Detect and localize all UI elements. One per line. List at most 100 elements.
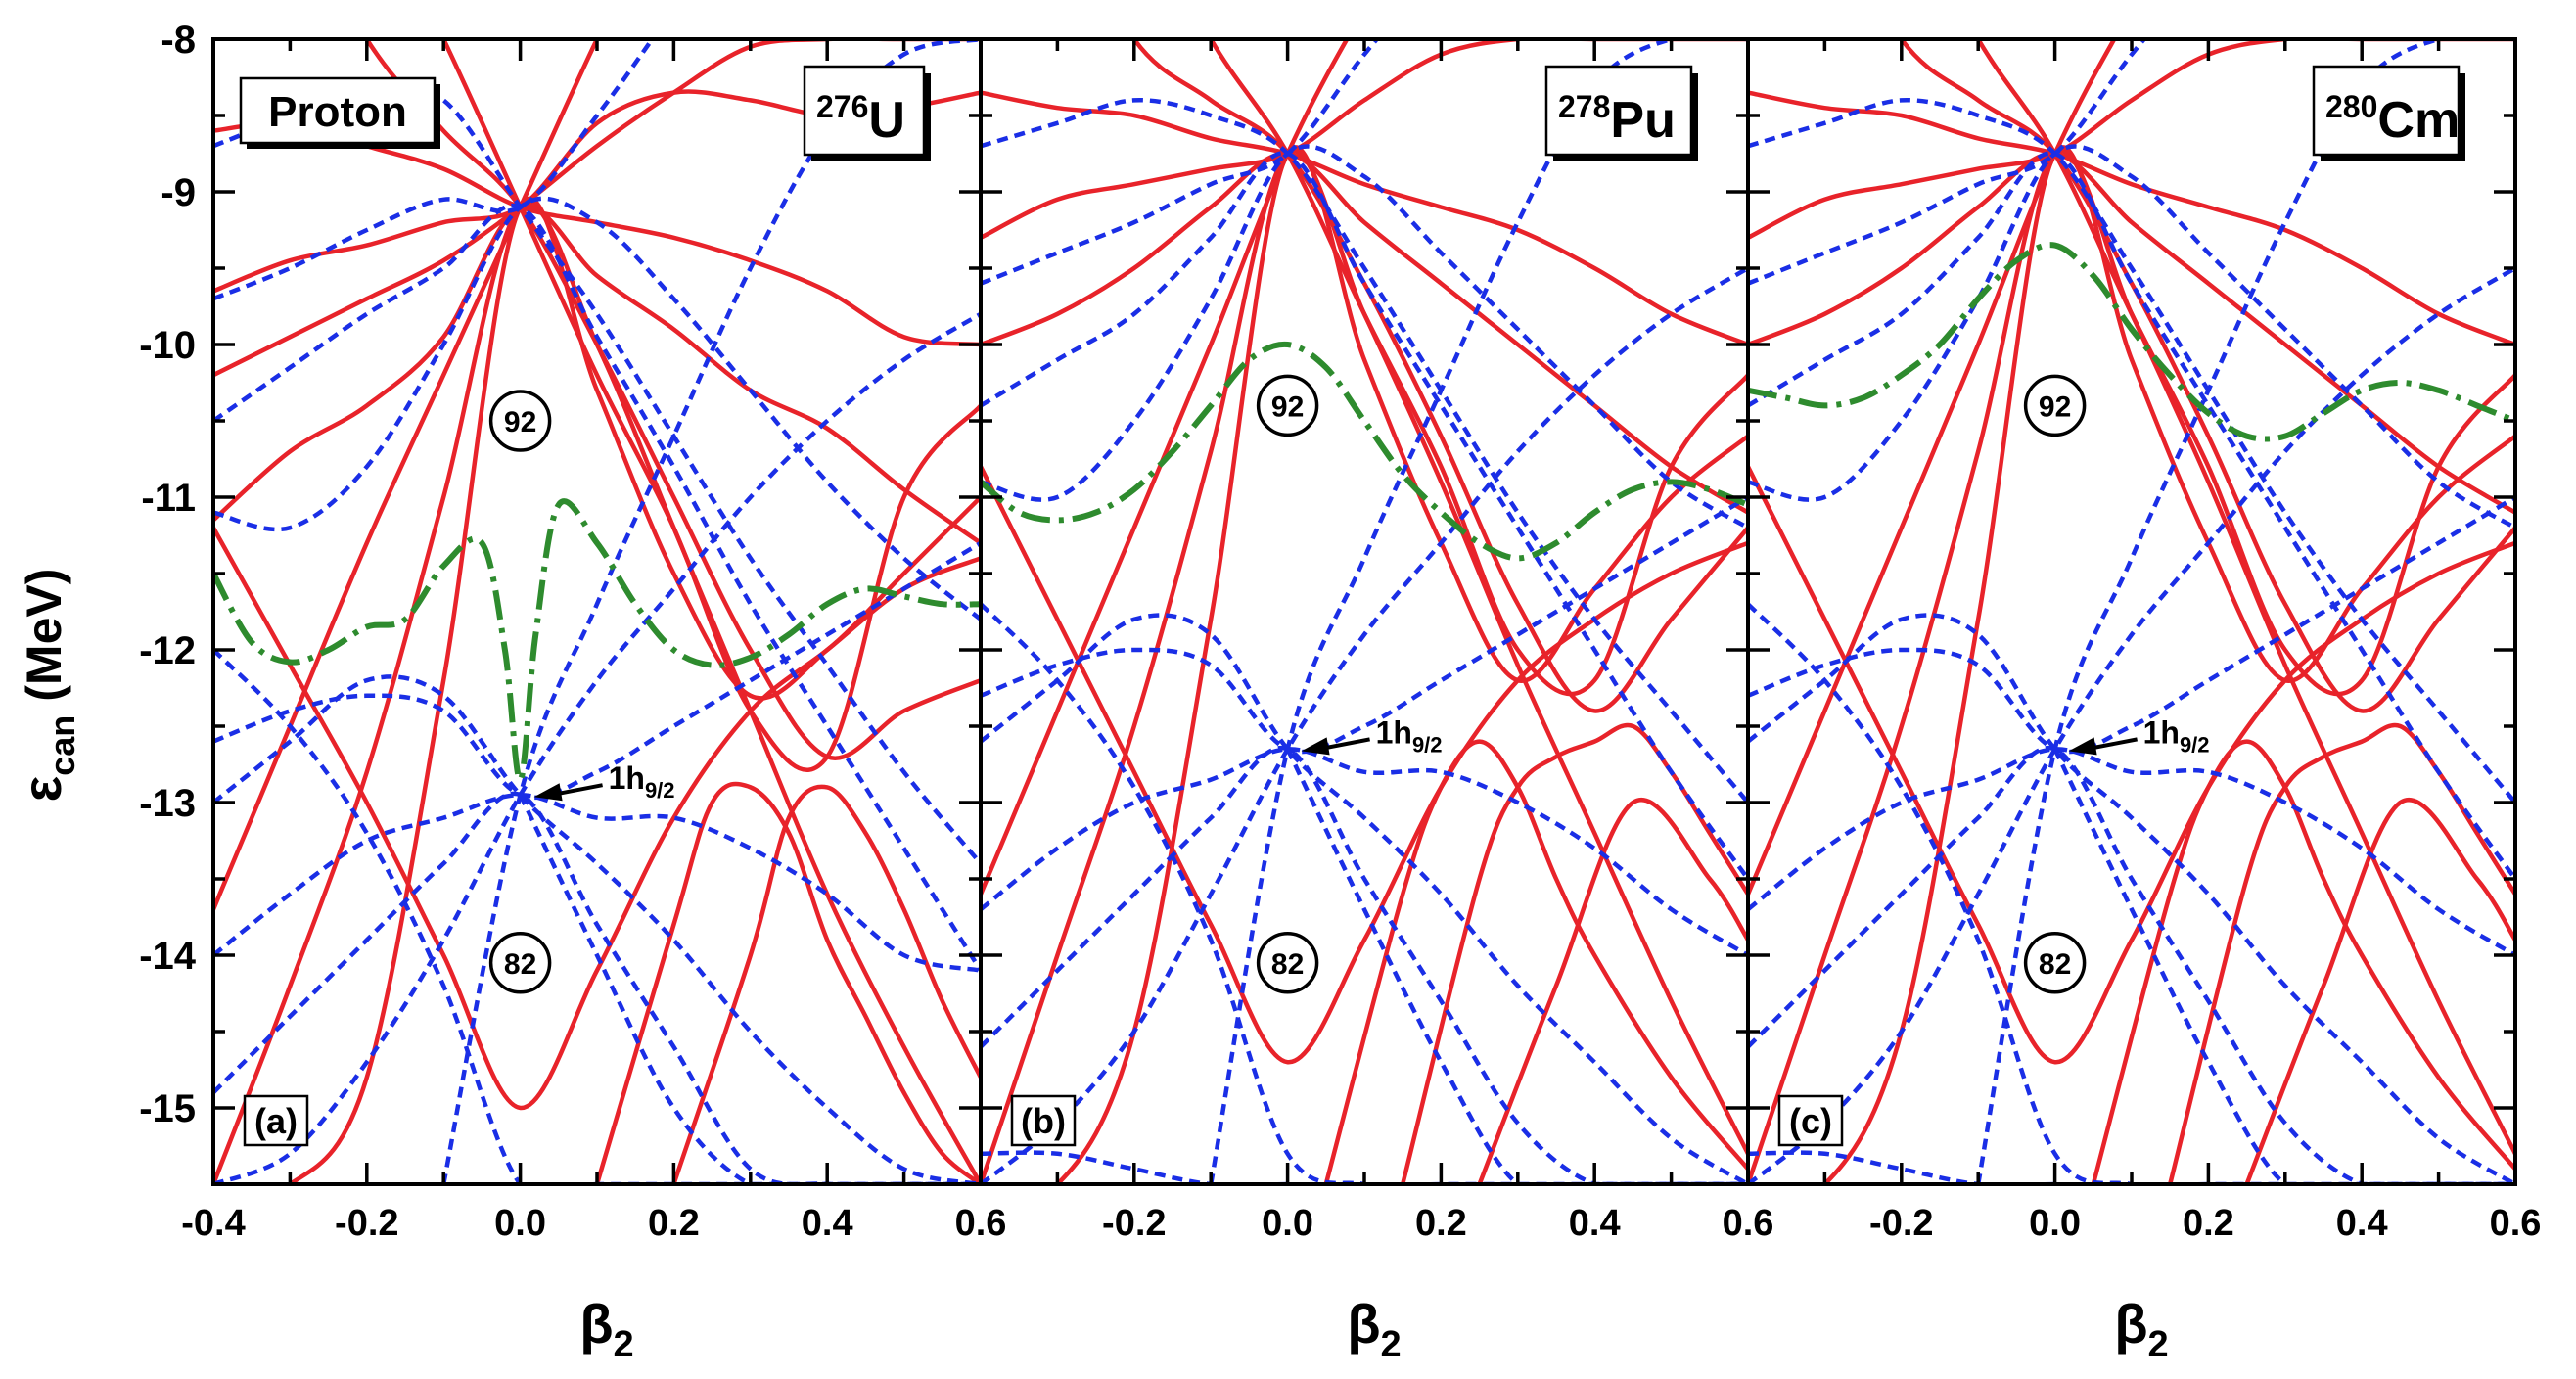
panel-a: -0.4 -0.2 0.0 0.2 0.4 0.6 -8 -9 -10 -11 -12 -13 -14 -… (139, 19, 1007, 1365)
positive-parity-level (981, 465, 1748, 1065)
svg-text:(a): (a) (254, 1101, 298, 1141)
positive-parity-level (213, 204, 981, 545)
negative-parity-level (1748, 745, 2515, 1184)
negative-parity-level (213, 311, 981, 1184)
negative-parity-level (981, 613, 1748, 1184)
panel-letter: (c) (1777, 1094, 1844, 1147)
positive-parity-level (213, 39, 981, 378)
positive-parity-level (1748, 39, 2515, 240)
y-tick-label: -15 (139, 1087, 196, 1130)
level-label: 1h9/2 (1376, 714, 1443, 757)
shell-gap-label: 82 (2039, 948, 2071, 981)
svg-text:Proton: Proton (268, 88, 407, 136)
fermi-level (213, 498, 981, 783)
x-axis-label: β2 (579, 1293, 633, 1365)
negative-parity-level (981, 151, 1748, 881)
negative-parity-level (213, 39, 656, 301)
positive-parity-level (671, 784, 981, 1184)
x-axis-symbol: β (579, 1293, 613, 1355)
x-tick-label: -0.2 (1102, 1203, 1166, 1244)
shell-gap-circle (1256, 374, 1319, 437)
x-axis-label: β2 (2114, 1293, 2168, 1365)
positive-parity-level (594, 781, 981, 1184)
negative-parity-level (981, 747, 1748, 957)
plot-area (213, 39, 981, 1184)
shell-gap-label: 92 (504, 406, 536, 438)
shell-gap-circle (2023, 374, 2087, 437)
panel-b: -0.2 0.0 0.2 0.4 0.6 β2 92 82 1h9/2 (b) 278Pu (979, 37, 1773, 1365)
positive-parity-level (1401, 722, 1748, 1184)
particle-label: Proton (239, 76, 440, 149)
negative-parity-level (1748, 144, 2515, 530)
negative-parity-level (1748, 495, 2515, 755)
x-tick-label: 0.4 (802, 1203, 853, 1244)
shell-gap-circle (488, 390, 552, 452)
svg-text:(b): (b) (1021, 1101, 1066, 1141)
x-tick-label: 0.4 (1569, 1203, 1621, 1244)
axis-labels: εcan (MeV) (11, 569, 82, 803)
negative-parity-level (213, 648, 981, 1184)
fermi-level (981, 341, 1748, 562)
positive-parity-level (1477, 798, 1748, 1184)
positive-parity-level (2244, 798, 2515, 1184)
x-tick-label: 0.0 (2029, 1203, 2081, 1244)
nucleus-label: 276U (803, 65, 931, 161)
positive-parity-level (981, 39, 1350, 896)
svg-text:280Cm: 280Cm (2325, 89, 2460, 149)
negative-parity-level (981, 144, 1748, 530)
x-axis-label: β2 (1347, 1293, 1401, 1365)
positive-parity-level (1975, 39, 2515, 697)
positive-parity-level (981, 39, 1748, 240)
shell-gap-label: 92 (1271, 391, 1304, 423)
shell-gap-circle (1256, 932, 1319, 994)
y-axis-label: εcan (MeV) (11, 569, 82, 803)
positive-parity-level (1748, 151, 2515, 515)
negative-parity-level (1748, 613, 2515, 1184)
y-tick-label: -11 (141, 477, 196, 520)
x-tick-label: 0.6 (2490, 1203, 2542, 1244)
positive-parity-level (213, 527, 981, 1111)
positive-parity-level (1748, 39, 2117, 896)
x-tick-label: -0.2 (1869, 1203, 1933, 1244)
arrowhead-icon (1301, 737, 1330, 756)
x-axis-subscript: 2 (1381, 1324, 1402, 1365)
shell-gap-circle (488, 932, 552, 994)
plot-area (1748, 39, 2515, 1184)
negative-parity-level (213, 791, 981, 1184)
y-tick-label: -8 (161, 19, 196, 62)
x-tick-label: 0.2 (648, 1203, 700, 1244)
x-axis-subscript: 2 (614, 1324, 634, 1365)
y-tick-label: -10 (139, 324, 196, 367)
svg-text:(c): (c) (1789, 1101, 1832, 1141)
arrowhead-icon (533, 783, 563, 802)
nucleus-label: 280Cm (2312, 65, 2465, 161)
x-tick-label: 0.2 (2183, 1203, 2234, 1244)
negative-parity-level (1748, 151, 2515, 881)
negative-parity-level (213, 196, 981, 621)
level-label: 1h9/2 (2143, 714, 2210, 757)
level-label: 1h9/2 (609, 760, 675, 803)
shell-gap-label: 82 (504, 948, 536, 981)
negative-parity-level (2052, 748, 2515, 1184)
negative-parity-level (213, 80, 981, 865)
nucleus-label: 278Pu (1544, 65, 1698, 161)
x-tick-label: -0.2 (335, 1203, 398, 1244)
y-tick-label: -13 (139, 782, 196, 825)
shell-gap-circle (2023, 932, 2087, 994)
x-tick-label: 0.4 (2336, 1203, 2388, 1244)
x-axis-subscript: 2 (2148, 1324, 2169, 1365)
x-tick-label: -0.4 (181, 1203, 245, 1244)
panel-letter: (a) (243, 1094, 309, 1147)
shell-gap-label: 82 (1271, 948, 1304, 981)
x-tick-label: 0.0 (494, 1203, 546, 1244)
positive-parity-level (2168, 722, 2515, 1184)
x-tick-label: 0.6 (955, 1203, 1007, 1244)
fermi-level (1748, 242, 2515, 442)
y-tick-label: -14 (139, 935, 197, 978)
negative-parity-level (213, 203, 981, 972)
y-axis-subscript: can (42, 715, 82, 776)
x-tick-label: 0.0 (1262, 1203, 1313, 1244)
positive-parity-level (440, 39, 981, 772)
positive-parity-level (1748, 465, 2515, 1065)
